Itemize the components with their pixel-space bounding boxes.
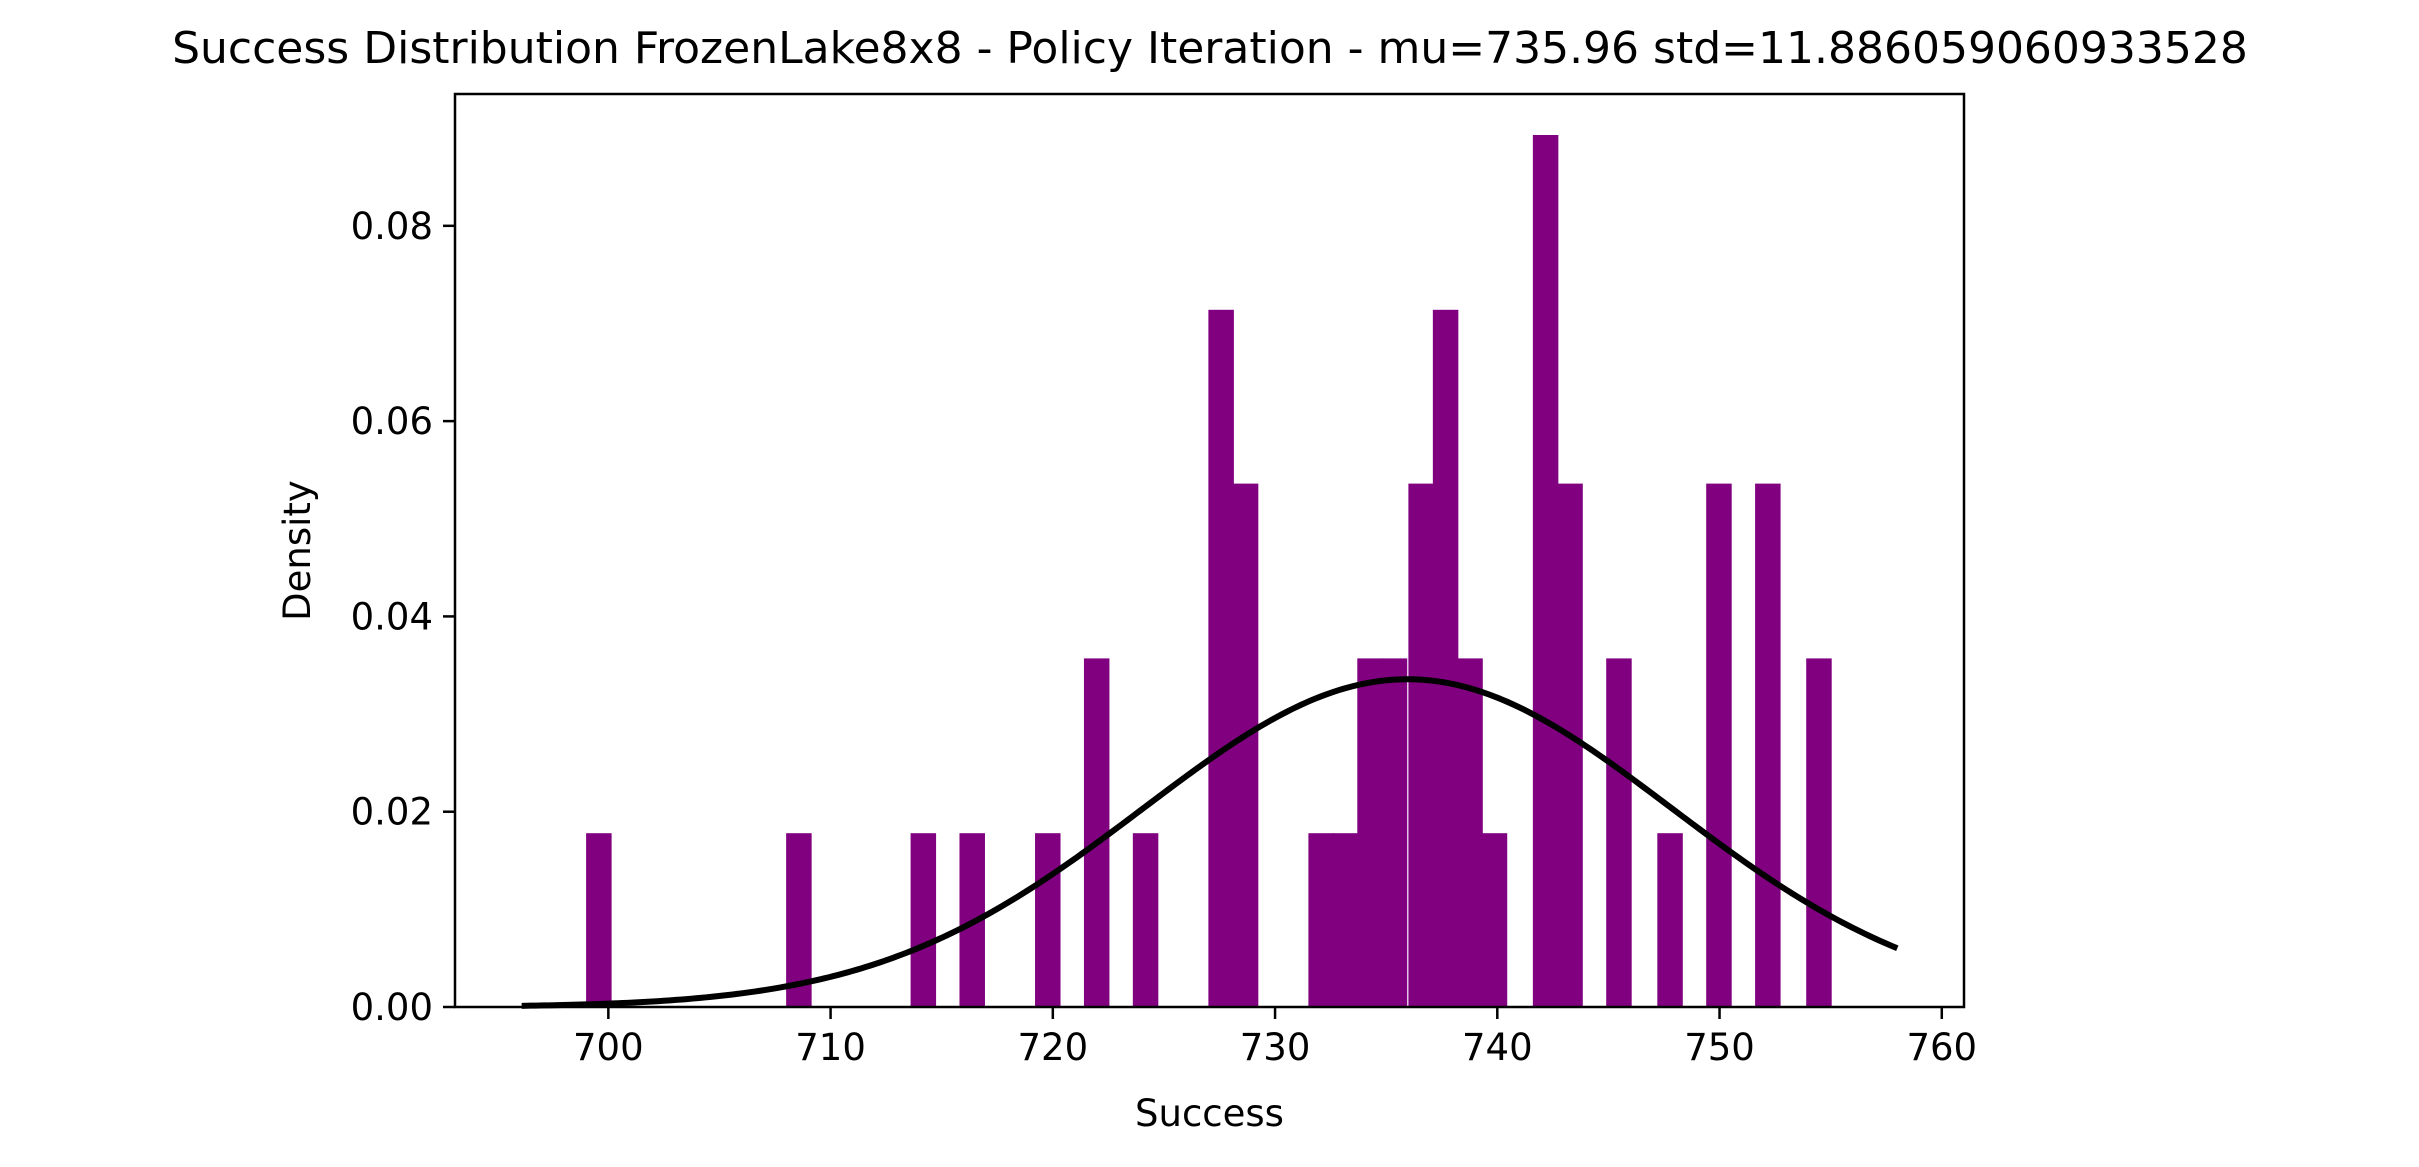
histogram-bar bbox=[1657, 833, 1683, 1007]
x-tick-label: 730 bbox=[1240, 1026, 1311, 1069]
histogram-bar bbox=[1083, 658, 1110, 1007]
histogram-bar bbox=[1706, 483, 1732, 1007]
histogram-bar bbox=[1232, 483, 1259, 1007]
plot-area-frame bbox=[453, 92, 1966, 1009]
y-tick-label: 0.02 bbox=[351, 791, 433, 834]
histogram-bar bbox=[1557, 483, 1583, 1007]
y-tick-label: 0.08 bbox=[351, 205, 433, 248]
histogram-bar bbox=[1381, 658, 1408, 1007]
histogram-bar bbox=[1432, 309, 1459, 1007]
histogram-bar bbox=[1457, 658, 1483, 1007]
normal-fit-curve bbox=[521, 676, 1899, 1009]
y-tick-label: 0.04 bbox=[351, 595, 433, 638]
fit-curve-layer bbox=[521, 676, 1899, 1009]
x-axis: 700 710 720 730 740 750 760 bbox=[573, 1007, 1977, 1069]
chart-title: Success Distribution FrozenLake8x8 - Pol… bbox=[172, 23, 2248, 74]
histogram-bar bbox=[1308, 833, 1334, 1007]
x-axis-label: Success bbox=[1135, 1092, 1284, 1135]
histogram-bar bbox=[1806, 658, 1832, 1007]
histogram-bar bbox=[1332, 833, 1359, 1007]
histogram-bar bbox=[1132, 833, 1159, 1007]
x-tick-label: 760 bbox=[1906, 1026, 1977, 1069]
x-tick-label: 710 bbox=[795, 1026, 866, 1069]
histogram-bar bbox=[1357, 658, 1383, 1007]
histogram-bar bbox=[1606, 658, 1632, 1007]
histogram-bar bbox=[1408, 483, 1434, 1007]
histogram-bar bbox=[1532, 135, 1559, 1007]
histogram-bar bbox=[1208, 309, 1234, 1007]
y-tick-label: 0.06 bbox=[351, 400, 433, 443]
y-tick-label: 0.00 bbox=[351, 986, 433, 1029]
x-tick-label: 740 bbox=[1462, 1026, 1533, 1069]
histogram-bar bbox=[1755, 483, 1781, 1007]
histogram-bar bbox=[1481, 833, 1508, 1007]
x-tick-label: 750 bbox=[1684, 1026, 1755, 1069]
y-axis-label: Density bbox=[276, 480, 319, 621]
histogram-bar bbox=[786, 833, 812, 1007]
histogram-bar bbox=[1035, 833, 1061, 1007]
x-tick-label: 720 bbox=[1018, 1026, 1089, 1069]
y-axis: 0.00 0.02 0.04 0.06 0.08 bbox=[351, 205, 455, 1029]
histogram-bar bbox=[586, 833, 612, 1007]
x-tick-label: 700 bbox=[573, 1026, 644, 1069]
histogram-bar bbox=[910, 833, 937, 1007]
histogram-bars bbox=[586, 135, 1832, 1007]
